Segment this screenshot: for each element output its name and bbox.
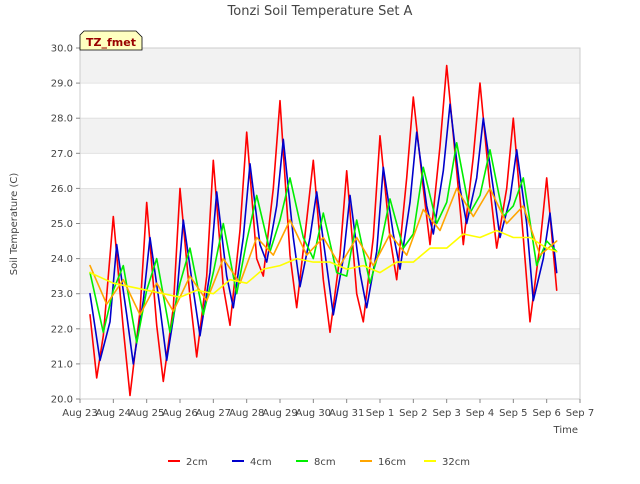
y-tick-label: 30.0 [51,44,73,55]
x-tick-label: Sep 6 [532,408,560,419]
series-line-16cm [89,187,558,316]
y-tick-label: 20.0 [51,395,73,406]
background-band [80,48,580,84]
y-tick-label: 28.0 [51,114,73,125]
legend-label: 4cm [250,457,272,468]
x-axis-label: Time [553,425,578,436]
x-tick-label: Sep 7 [566,408,594,419]
legend-item-2cm: 2cm [168,457,208,468]
x-tick-label: Sep 5 [499,408,527,419]
chart-title: Tonzi Soil Temperature Set A [227,4,413,19]
data-series [89,64,558,397]
legend-item-32cm: 32cm [424,457,470,468]
background-band [80,118,580,154]
x-tick-label: Aug 29 [262,408,297,419]
site-label-box [79,30,143,51]
series-line-8cm [89,142,558,344]
y-tick-label: 26.0 [51,184,73,195]
legend-label: 8cm [314,457,336,468]
x-tick-label: Aug 30 [296,408,331,419]
x-tick-label: Sep 4 [466,408,494,419]
background-band [80,328,580,364]
x-tick-label: Aug 23 [62,408,97,419]
y-tick-label: 24.0 [51,254,73,265]
x-tick-label: Aug 25 [129,408,164,419]
y-tick-label: 23.0 [51,289,73,300]
site-label-badge: TZ_fmet [79,30,143,51]
y-tick-label: 25.0 [51,219,73,230]
x-tick-label: Aug 26 [162,408,197,419]
y-axis-ticks: 20.0 21.0 22.0 23.0 24.0 25.0 26.0 27.0 28.0 29.0… [51,44,80,406]
series-line-4cm [89,103,558,365]
legend-label: 2cm [186,457,208,468]
y-tick-label: 21.0 [51,359,73,370]
y-tick-label: 29.0 [51,79,73,90]
legend-item-4cm: 4cm [232,457,272,468]
legend: 2cm 4cm 8cm 16cm 32cm [168,457,470,468]
series-line-32cm [89,229,558,299]
x-tick-label: Sep 3 [432,408,460,419]
legend-item-16cm: 16cm [360,457,406,468]
x-tick-label: Aug 28 [229,408,264,419]
plot-background-bands [80,48,580,364]
y-axis-label: Soil Temperature (C) [9,173,20,276]
x-tick-label: Aug 31 [329,408,364,419]
y-tick-label: 22.0 [51,324,73,335]
y-tick-label: 27.0 [51,149,73,160]
legend-label: 32cm [442,457,470,468]
x-tick-label: Sep 2 [399,408,427,419]
legend-item-8cm: 8cm [296,457,336,468]
x-tick-label: Aug 27 [196,408,231,419]
x-tick-label: Sep 1 [366,408,394,419]
site-label-text: TZ_fmet [86,36,136,49]
legend-label: 16cm [378,457,406,468]
x-tick-label: Aug 24 [96,408,131,419]
